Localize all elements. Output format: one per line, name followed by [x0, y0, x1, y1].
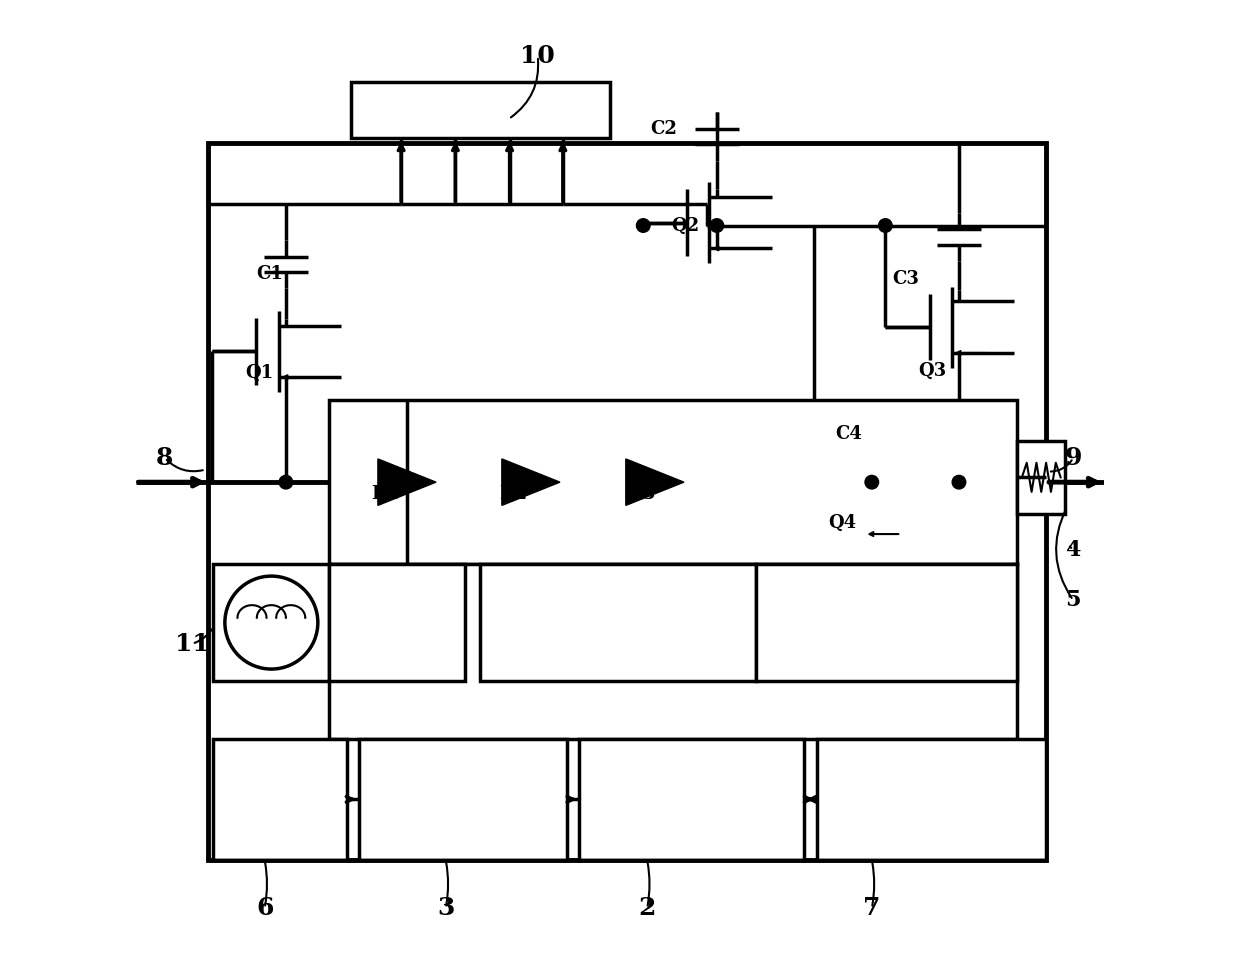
- Text: 2: 2: [639, 896, 656, 920]
- Polygon shape: [378, 459, 436, 506]
- Bar: [1017, 440, 1065, 514]
- Text: 6: 6: [255, 896, 273, 920]
- Bar: [358, 739, 567, 860]
- Bar: [330, 565, 465, 681]
- Text: 11: 11: [175, 632, 210, 656]
- Bar: [480, 565, 755, 681]
- Circle shape: [952, 475, 966, 489]
- Text: 3: 3: [436, 896, 454, 920]
- Text: C2: C2: [650, 120, 677, 137]
- Text: C3: C3: [893, 270, 919, 287]
- Text: 5: 5: [1065, 589, 1081, 612]
- Text: 4: 4: [1065, 539, 1081, 561]
- Text: C4: C4: [835, 425, 862, 443]
- Circle shape: [866, 475, 879, 489]
- Text: D1: D1: [372, 485, 399, 503]
- Circle shape: [636, 219, 650, 233]
- Bar: [351, 82, 610, 138]
- Polygon shape: [626, 459, 684, 506]
- Text: Q2: Q2: [671, 216, 699, 235]
- Circle shape: [279, 475, 293, 489]
- Text: C1: C1: [255, 265, 283, 282]
- Bar: [213, 565, 330, 681]
- Polygon shape: [502, 459, 560, 506]
- Bar: [817, 739, 1047, 860]
- Text: D2: D2: [500, 485, 527, 503]
- Circle shape: [879, 219, 892, 233]
- Text: Q4: Q4: [828, 514, 857, 532]
- Circle shape: [711, 219, 724, 233]
- Bar: [330, 565, 1017, 739]
- Text: 9: 9: [1064, 446, 1083, 469]
- Bar: [755, 565, 1017, 681]
- Bar: [208, 143, 1047, 860]
- Text: Q3: Q3: [918, 361, 946, 380]
- Text: Q1: Q1: [246, 363, 274, 382]
- Text: 10: 10: [521, 44, 556, 68]
- Bar: [579, 739, 804, 860]
- Bar: [213, 739, 347, 860]
- Text: 7: 7: [863, 896, 880, 920]
- Bar: [330, 400, 1017, 565]
- Text: 8: 8: [156, 446, 174, 469]
- Text: D3: D3: [627, 485, 656, 503]
